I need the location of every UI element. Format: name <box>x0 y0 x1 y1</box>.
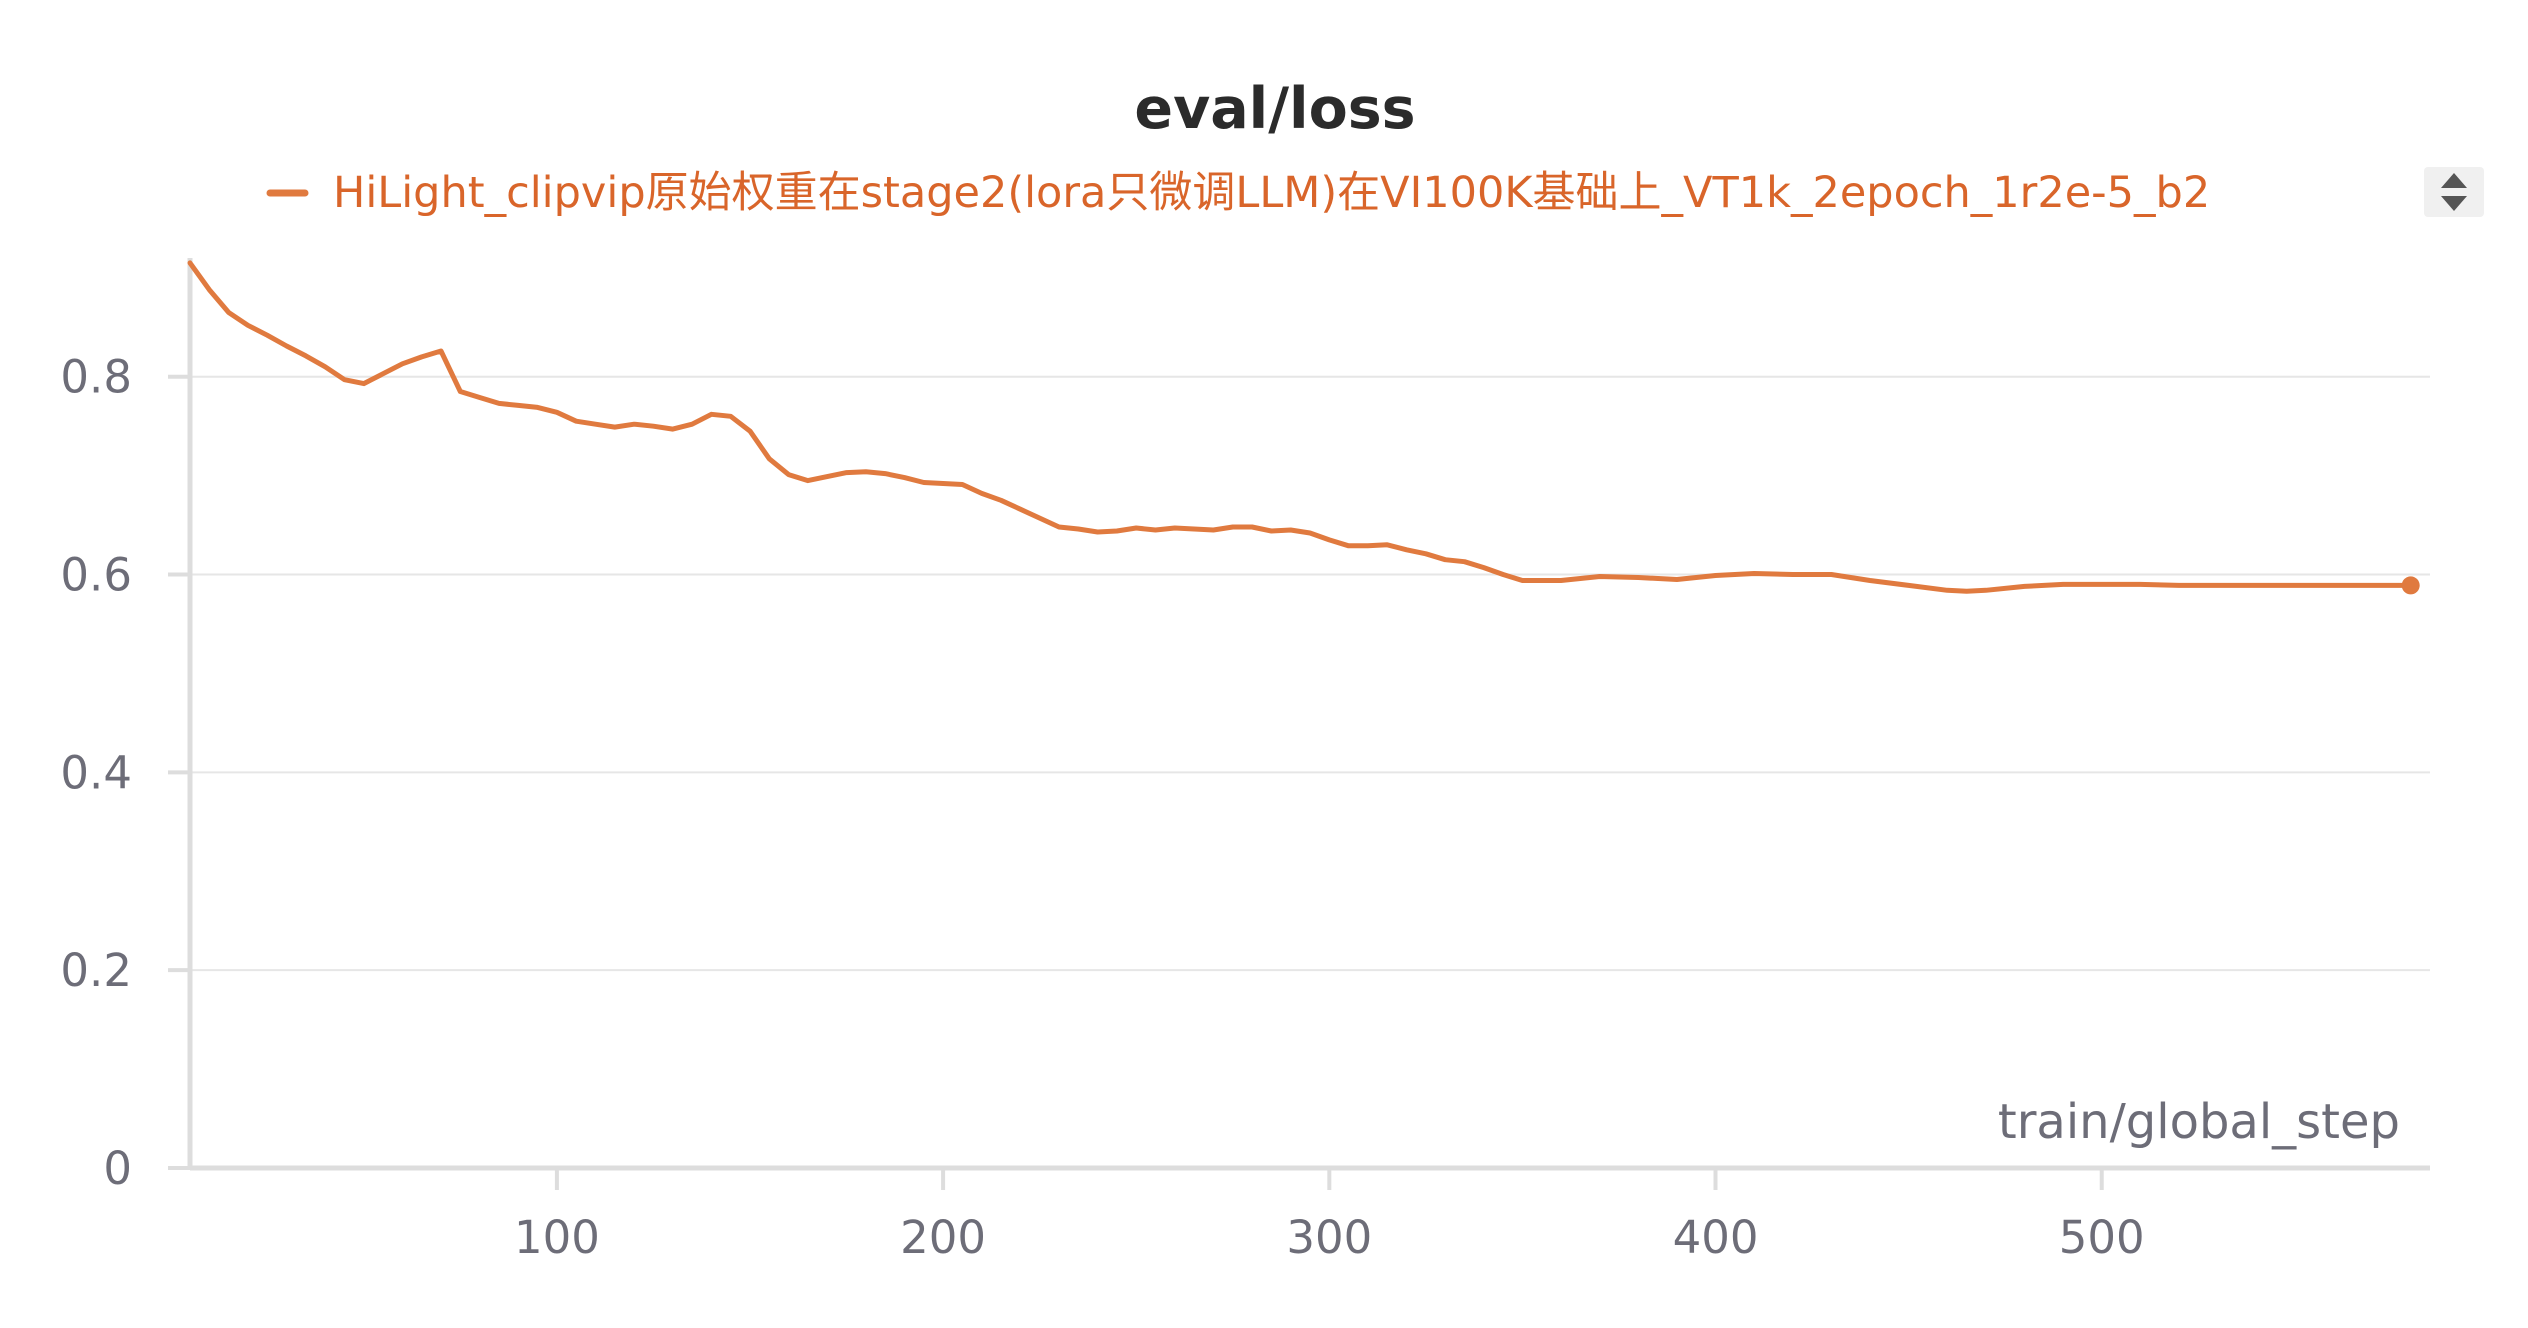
x-tick-label: 400 <box>1673 1211 1759 1264</box>
legend-series-label: HiLight_clipvip原始权重在stage2(lora只微调LLM)在V… <box>333 168 2210 218</box>
x-axis-tick-labels: 100 200 300 400 500 <box>514 1168 2145 1264</box>
y-tick-label: 0.6 <box>60 549 132 602</box>
legend-scroll-button[interactable] <box>2424 167 2484 217</box>
y-tick-label: 0.4 <box>60 746 132 799</box>
x-tick-label: 300 <box>1286 1211 1372 1264</box>
x-axis-title: train/global_step <box>1998 1094 2400 1150</box>
series-group <box>187 260 2420 595</box>
y-tick-label: 0.2 <box>60 944 132 997</box>
series-endpoint <box>2401 576 2420 595</box>
axes <box>187 258 2430 1171</box>
gridlines <box>190 375 2430 972</box>
chevron-up-down-icon <box>2441 173 2467 211</box>
x-tick-label: 100 <box>514 1211 600 1264</box>
y-tick-label: 0.8 <box>60 351 132 404</box>
legend-scroll-background <box>2424 167 2484 217</box>
legend: HiLight_clipvip原始权重在stage2(lora只微调LLM)在V… <box>266 168 2210 218</box>
series-line <box>187 260 2414 594</box>
y-axis-tick-labels: 0 0.2 0.4 0.6 0.8 <box>60 351 190 1195</box>
y-tick-label: 0 <box>103 1142 132 1195</box>
x-tick-label: 200 <box>900 1211 986 1264</box>
x-tick-label: 500 <box>2059 1211 2145 1264</box>
chart-title: eval/loss <box>1134 76 1415 142</box>
